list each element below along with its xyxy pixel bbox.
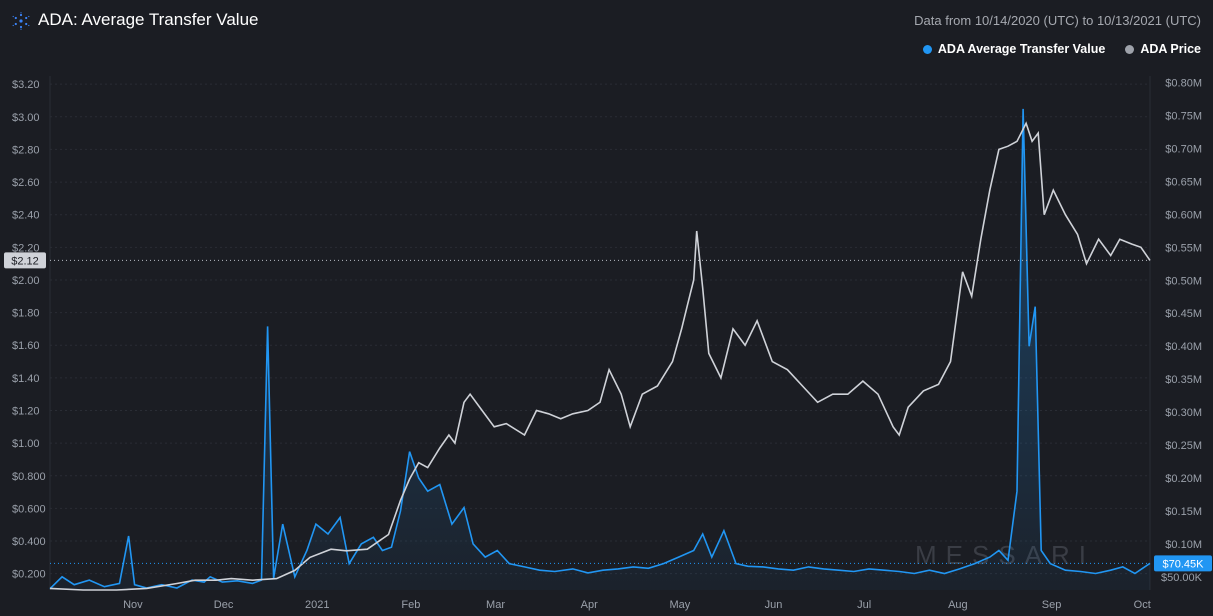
left-axis-tick-label: $0.800 — [12, 471, 46, 483]
right-axis-tick-label: $0.40M — [1165, 341, 1202, 353]
legend-item-price[interactable]: ADA Price — [1125, 42, 1201, 56]
left-axis-tick-label: $0.200 — [12, 569, 46, 581]
x-axis-tick-label: Mar — [486, 599, 505, 611]
left-axis-tick-label: $0.400 — [12, 536, 46, 548]
price-line[interactable] — [49, 121, 1151, 591]
right-axis-tick-label: $0.10M — [1165, 539, 1202, 551]
left-axis-tick-label: $1.40 — [12, 373, 40, 385]
right-axis-tick-label: $0.65M — [1165, 176, 1202, 188]
right-axis-tick-label: $0.70M — [1165, 143, 1202, 155]
right-axis-tick-label: $0.80M — [1165, 78, 1202, 90]
left-axis-tick-label: $2.00 — [12, 275, 40, 287]
left-axis-tick-label: $3.20 — [12, 79, 40, 91]
x-axis-tick-label: Sep — [1042, 599, 1062, 611]
legend: ADA Average Transfer Value ADA Price — [922, 42, 1201, 56]
date-range: Data from 10/14/2020 (UTC) to 10/13/2021… — [914, 13, 1201, 28]
x-axis-tick-label: May — [669, 599, 690, 611]
left-axis-tick-label: $1.00 — [12, 438, 40, 450]
right-axis-tick-label: $0.25M — [1165, 440, 1202, 452]
chart-title: ADA: Average Transfer Value — [38, 10, 259, 29]
x-axis-tick-label: Aug — [948, 599, 968, 611]
left-axis-tick-label: $1.80 — [12, 308, 40, 320]
right-axis-tick-label: $0.15M — [1165, 506, 1202, 518]
transfer-value-area — [50, 108, 1150, 591]
x-axis-tick-label: Jul — [857, 599, 871, 611]
right-axis-tick-label: $50.00K — [1161, 572, 1203, 584]
left-axis-tick-label: $2.40 — [12, 210, 40, 222]
legend-dot-transfer — [922, 44, 932, 54]
right-axis-tick-label: $0.45M — [1165, 308, 1202, 320]
legend-label-transfer: ADA Average Transfer Value — [937, 42, 1106, 56]
cardano-logo-icon — [12, 12, 30, 30]
left-axis-tick-label: $2.80 — [12, 144, 40, 156]
transfer-badge — [1154, 555, 1212, 572]
x-axis-tick-label: 2021 — [305, 599, 329, 611]
left-axis-tick-label: $2.60 — [12, 177, 40, 189]
legend-item-transfer[interactable]: ADA Average Transfer Value — [922, 42, 1106, 56]
price-badge-label: $2.12 — [11, 255, 39, 267]
right-axis-tick-label: $0.50M — [1165, 275, 1202, 287]
x-axis-tick-label: Dec — [214, 599, 234, 611]
right-axis-tick-label: $0.60M — [1165, 209, 1202, 221]
left-axis-tick-label: $3.00 — [12, 112, 40, 124]
left-axis-tick-label: $0.600 — [12, 503, 46, 515]
x-axis-tick-label: Nov — [123, 599, 143, 611]
left-axis-tick-label: $2.20 — [12, 242, 40, 254]
chart-header: ADA: Average Transfer Value Data from 10… — [0, 0, 1213, 70]
left-axis-tick-label: $1.20 — [12, 406, 40, 418]
transfer-value-line[interactable] — [49, 108, 1151, 590]
x-axis-tick-label: Feb — [401, 599, 420, 611]
right-axis-tick-label: $0.75M — [1165, 111, 1202, 123]
left-axis-tick-label: $1.60 — [12, 340, 40, 352]
legend-label-price: ADA Price — [1140, 42, 1201, 56]
transfer-badge-label: $70.45K — [1163, 558, 1205, 570]
x-axis-tick-label: Apr — [581, 599, 598, 611]
right-axis-tick-label: $0.20M — [1165, 473, 1202, 485]
right-axis-tick-label: $0.35M — [1165, 374, 1202, 386]
legend-dot-price — [1125, 44, 1135, 54]
price-badge — [4, 252, 46, 269]
x-axis-tick-label: Oct — [1134, 599, 1151, 611]
right-axis-tick-label: $0.30M — [1165, 407, 1202, 419]
x-axis-tick-label: Jun — [765, 599, 783, 611]
right-axis-tick-label: $0.55M — [1165, 242, 1202, 254]
